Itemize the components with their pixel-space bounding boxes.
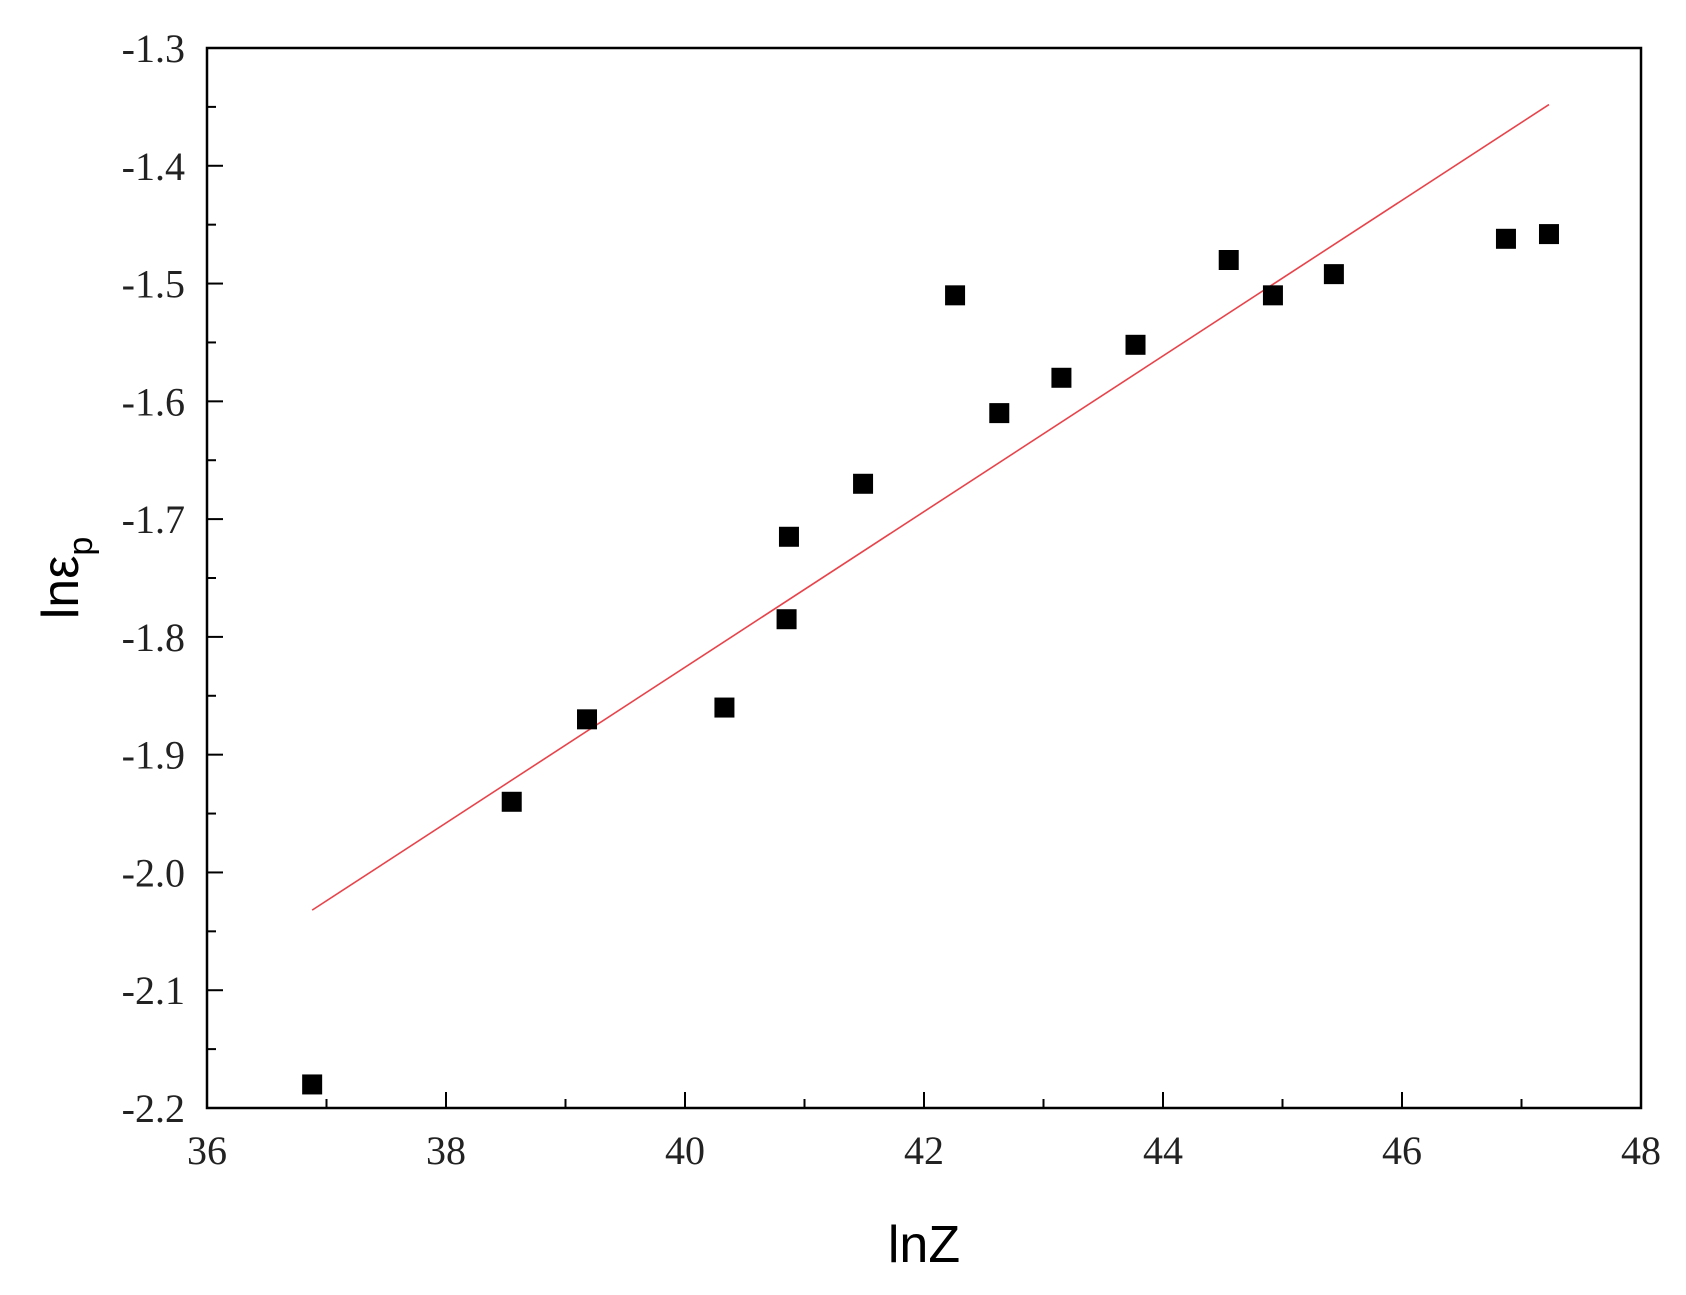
data-point bbox=[778, 526, 799, 547]
y-tick-label: -2.2 bbox=[122, 1086, 185, 1131]
data-point bbox=[1495, 228, 1516, 249]
x-tick-labels: 36 38 40 42 44 46 48 bbox=[187, 1128, 1661, 1173]
y-tick-label: -1.3 bbox=[122, 26, 185, 71]
y-axis-title-subscript: p bbox=[62, 537, 100, 556]
y-axis-title: lnεp bbox=[32, 537, 100, 620]
y-axis-title-main: lnε bbox=[32, 556, 90, 620]
y-tick-label: -1.9 bbox=[122, 733, 185, 778]
minor-ticks bbox=[207, 105, 1523, 1108]
data-point bbox=[577, 709, 598, 730]
y-tick-label: -1.5 bbox=[122, 262, 185, 307]
data-point bbox=[945, 285, 966, 306]
x-tick-label: 48 bbox=[1621, 1128, 1661, 1173]
data-point bbox=[1323, 264, 1344, 285]
y-tick-label: -1.4 bbox=[122, 144, 185, 189]
x-tick-label: 40 bbox=[665, 1128, 705, 1173]
data-point bbox=[501, 791, 522, 812]
data-point bbox=[1262, 285, 1283, 306]
y-tick-labels: -1.3 -1.4 -1.5 -1.6 -1.7 -1.8 -1.9 -2.0 -2.1 -2.2 bbox=[122, 26, 185, 1131]
y-tick-label: -2.0 bbox=[122, 850, 185, 895]
data-point bbox=[1538, 224, 1559, 245]
x-tick-label: 46 bbox=[1382, 1128, 1422, 1173]
y-tick-label: -1.8 bbox=[122, 615, 185, 660]
data-point bbox=[853, 473, 874, 494]
y-tick-label: -2.1 bbox=[122, 968, 185, 1013]
data-points bbox=[302, 224, 1559, 1095]
data-point bbox=[714, 697, 735, 718]
fit-line bbox=[311, 103, 1550, 911]
data-point bbox=[776, 609, 797, 630]
major-ticks bbox=[206, 47, 1642, 1109]
y-tick-label: -1.7 bbox=[122, 497, 185, 542]
data-point bbox=[989, 403, 1010, 424]
y-tick-label: -1.6 bbox=[122, 379, 185, 424]
plot-frame bbox=[205, 46, 1643, 1110]
x-tick-label: 42 bbox=[904, 1128, 944, 1173]
data-point bbox=[1218, 250, 1239, 270]
data-point bbox=[1051, 367, 1072, 388]
data-point bbox=[1125, 334, 1146, 355]
x-tick-label: 44 bbox=[1143, 1128, 1183, 1173]
x-tick-label: 36 bbox=[187, 1128, 227, 1173]
x-tick-label: 38 bbox=[426, 1128, 466, 1173]
data-point bbox=[302, 1074, 323, 1095]
x-axis-title: lnZ bbox=[888, 1216, 960, 1274]
